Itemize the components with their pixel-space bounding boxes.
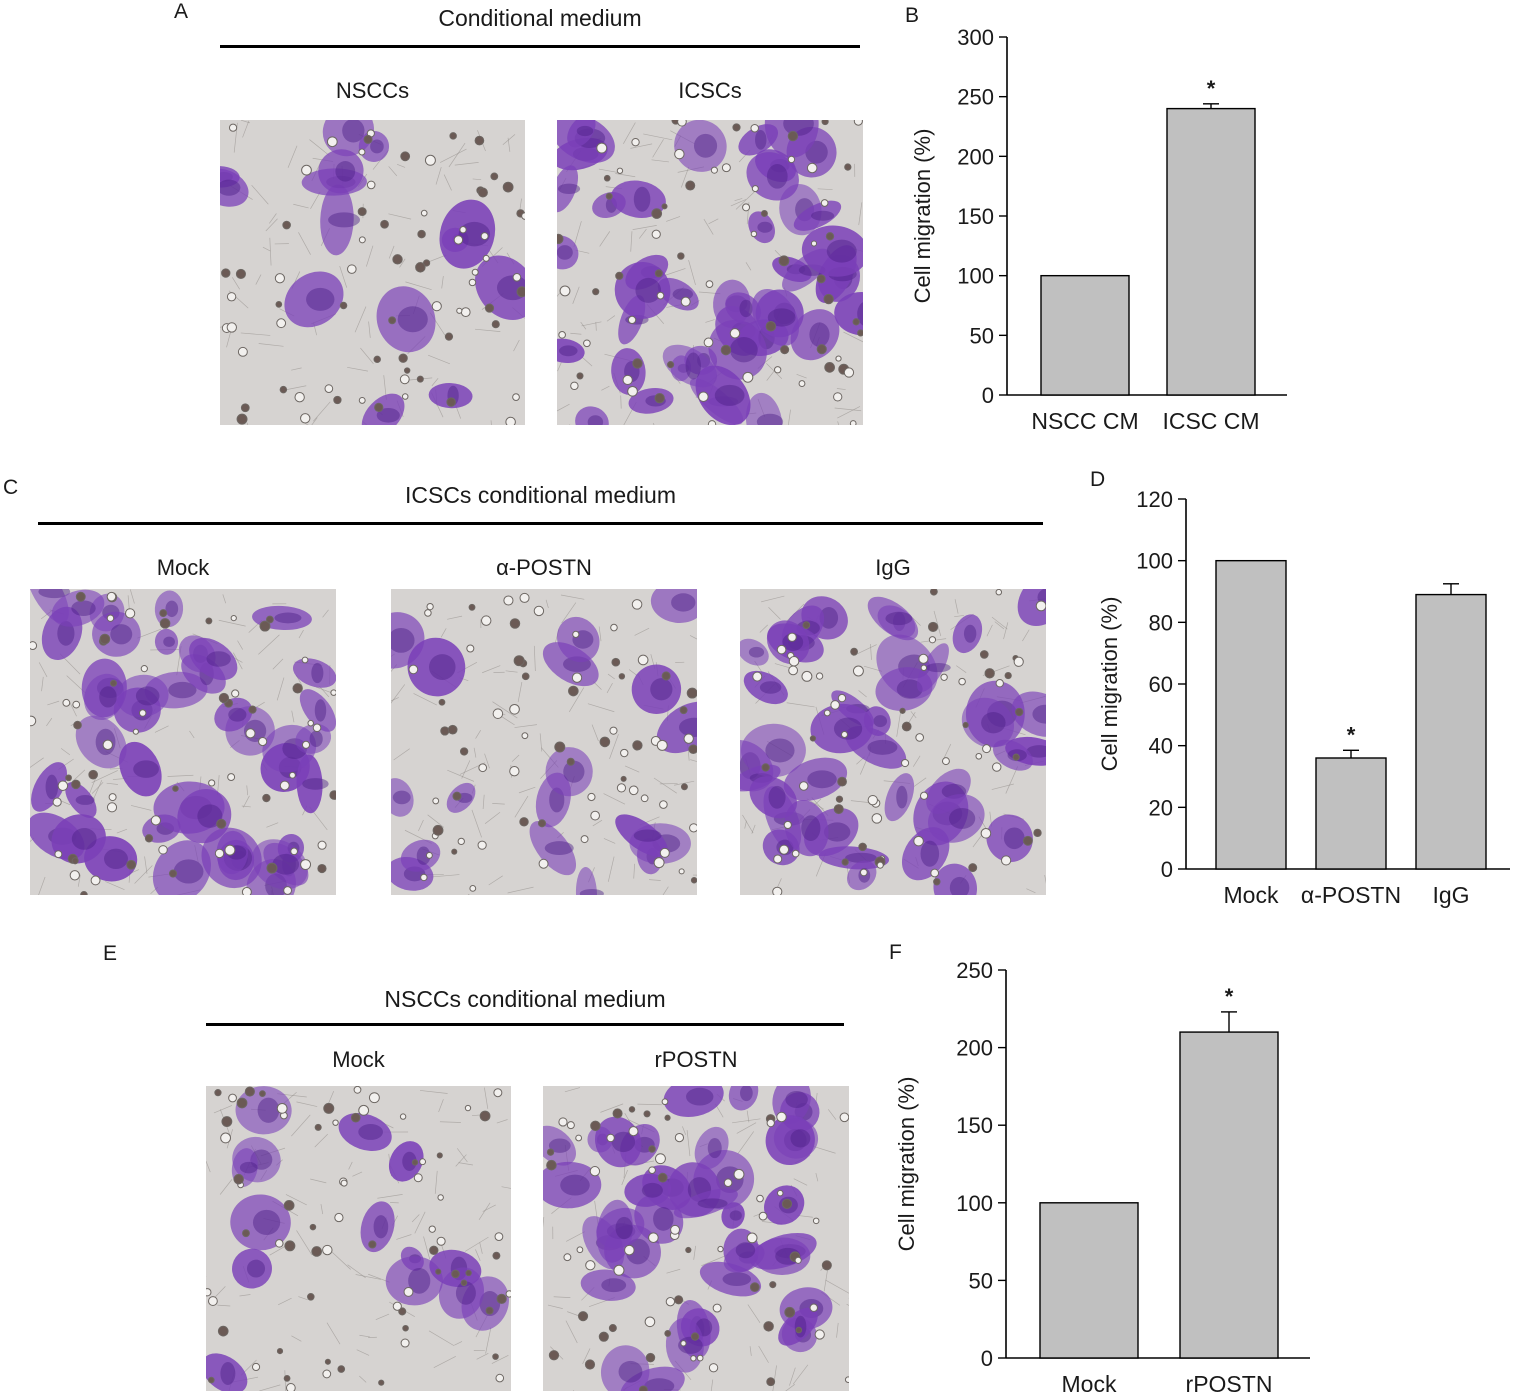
panel-f-y-tick-label: 150 xyxy=(956,1113,993,1138)
panel-e-micrograph-mock xyxy=(206,1086,511,1391)
panel-e-heading: NSCCs conditional medium xyxy=(384,986,666,1012)
panel-a-image-2-label: ICSCs xyxy=(678,78,742,103)
panel-d-category-label: IgG xyxy=(1432,882,1469,908)
panel-f-category-label: rPOSTN xyxy=(1186,1371,1273,1393)
panel-d-significance-mark: * xyxy=(1347,722,1356,747)
panel-c-micrograph-mock xyxy=(30,589,336,895)
panel-f-significance-mark: * xyxy=(1225,984,1234,1009)
panel-d-y-tick-label: 0 xyxy=(1161,857,1173,882)
panel-b-y-tick-label: 150 xyxy=(957,204,994,229)
panel-d-y-tick-label: 40 xyxy=(1149,734,1173,759)
panel-b-category-label: ICSC CM xyxy=(1162,408,1259,434)
panel-b-y-tick-label: 300 xyxy=(957,25,994,50)
panel-e-image-2-label: rPOSTN xyxy=(654,1047,738,1072)
panel-b-category-label: NSCC CM xyxy=(1031,408,1138,434)
panel-d-y-axis-label: Cell migration (%) xyxy=(1097,597,1122,772)
panel-f-y-tick-label: 100 xyxy=(956,1191,993,1216)
panel-a-rule xyxy=(220,45,860,48)
panel-c-image-3-label: IgG xyxy=(875,555,911,580)
panel-e-image-1-label: Mock xyxy=(332,1047,385,1072)
panel-f-category-label: Mock xyxy=(1062,1371,1117,1393)
panel-d-category-label: α-POSTN xyxy=(1301,882,1401,908)
panel-f-y-tick-label: 250 xyxy=(956,958,993,983)
panel-b-y-tick-label: 200 xyxy=(957,144,994,169)
panel-f-y-axis-label: Cell migration (%) xyxy=(894,1077,919,1252)
panel-e-micrograph-rpostn xyxy=(543,1086,849,1391)
panel-e-rule xyxy=(206,1023,844,1026)
panel-a-micrograph-nsccs xyxy=(220,120,525,425)
panel-d-y-tick-label: 80 xyxy=(1149,610,1173,635)
panel-a-image-1-label: NSCCs xyxy=(335,78,410,103)
panel-label-a: A xyxy=(174,0,189,23)
panel-d-y-tick-label: 60 xyxy=(1149,672,1173,697)
panel-d-y-tick-label: 100 xyxy=(1136,549,1173,574)
panel-a-micrograph-icscs xyxy=(557,120,863,425)
panel-f-y-tick-label: 200 xyxy=(956,1036,993,1061)
panel-b-y-tick-label: 0 xyxy=(982,383,994,408)
panel-c-image-1-label: Mock xyxy=(156,555,210,580)
panel-b-bar xyxy=(1166,107,1256,396)
panel-d-y-tick-label: 20 xyxy=(1149,795,1173,820)
panel-b-y-tick-label: 250 xyxy=(957,85,994,110)
panel-f-y-tick-label: 0 xyxy=(981,1346,993,1371)
panel-f-y-tick-label: 50 xyxy=(969,1268,993,1293)
panel-c-heading: ICSCs conditional medium xyxy=(404,482,676,508)
panel-b-y-tick-label: 100 xyxy=(957,264,994,289)
panel-b-significance-mark: * xyxy=(1207,76,1216,101)
panel-label-f: F xyxy=(889,941,902,964)
panel-b-y-axis-label: Cell migration (%) xyxy=(910,129,935,304)
panel-c-micrograph-alpha-postn xyxy=(391,589,697,895)
panel-d-y-tick-label: 120 xyxy=(1136,487,1173,512)
panel-f-bar xyxy=(1039,1202,1139,1359)
panel-a-heading: Conditional medium xyxy=(438,5,642,31)
panel-d-bar xyxy=(1215,559,1287,870)
panel-label-c: C xyxy=(3,476,19,499)
panel-c-micrograph-igg xyxy=(740,589,1046,895)
panel-label-e: E xyxy=(103,942,118,965)
panel-label-d: D xyxy=(1090,468,1106,491)
panel-f-bar xyxy=(1179,1031,1279,1359)
panel-c-image-2-label: α-POSTN xyxy=(496,555,592,580)
panel-d-category-label: Mock xyxy=(1224,882,1279,908)
panel-c-rule xyxy=(38,522,1043,525)
panel-label-b: B xyxy=(905,4,920,27)
panel-b-bar xyxy=(1040,274,1130,396)
panel-b-y-tick-label: 50 xyxy=(970,323,994,348)
